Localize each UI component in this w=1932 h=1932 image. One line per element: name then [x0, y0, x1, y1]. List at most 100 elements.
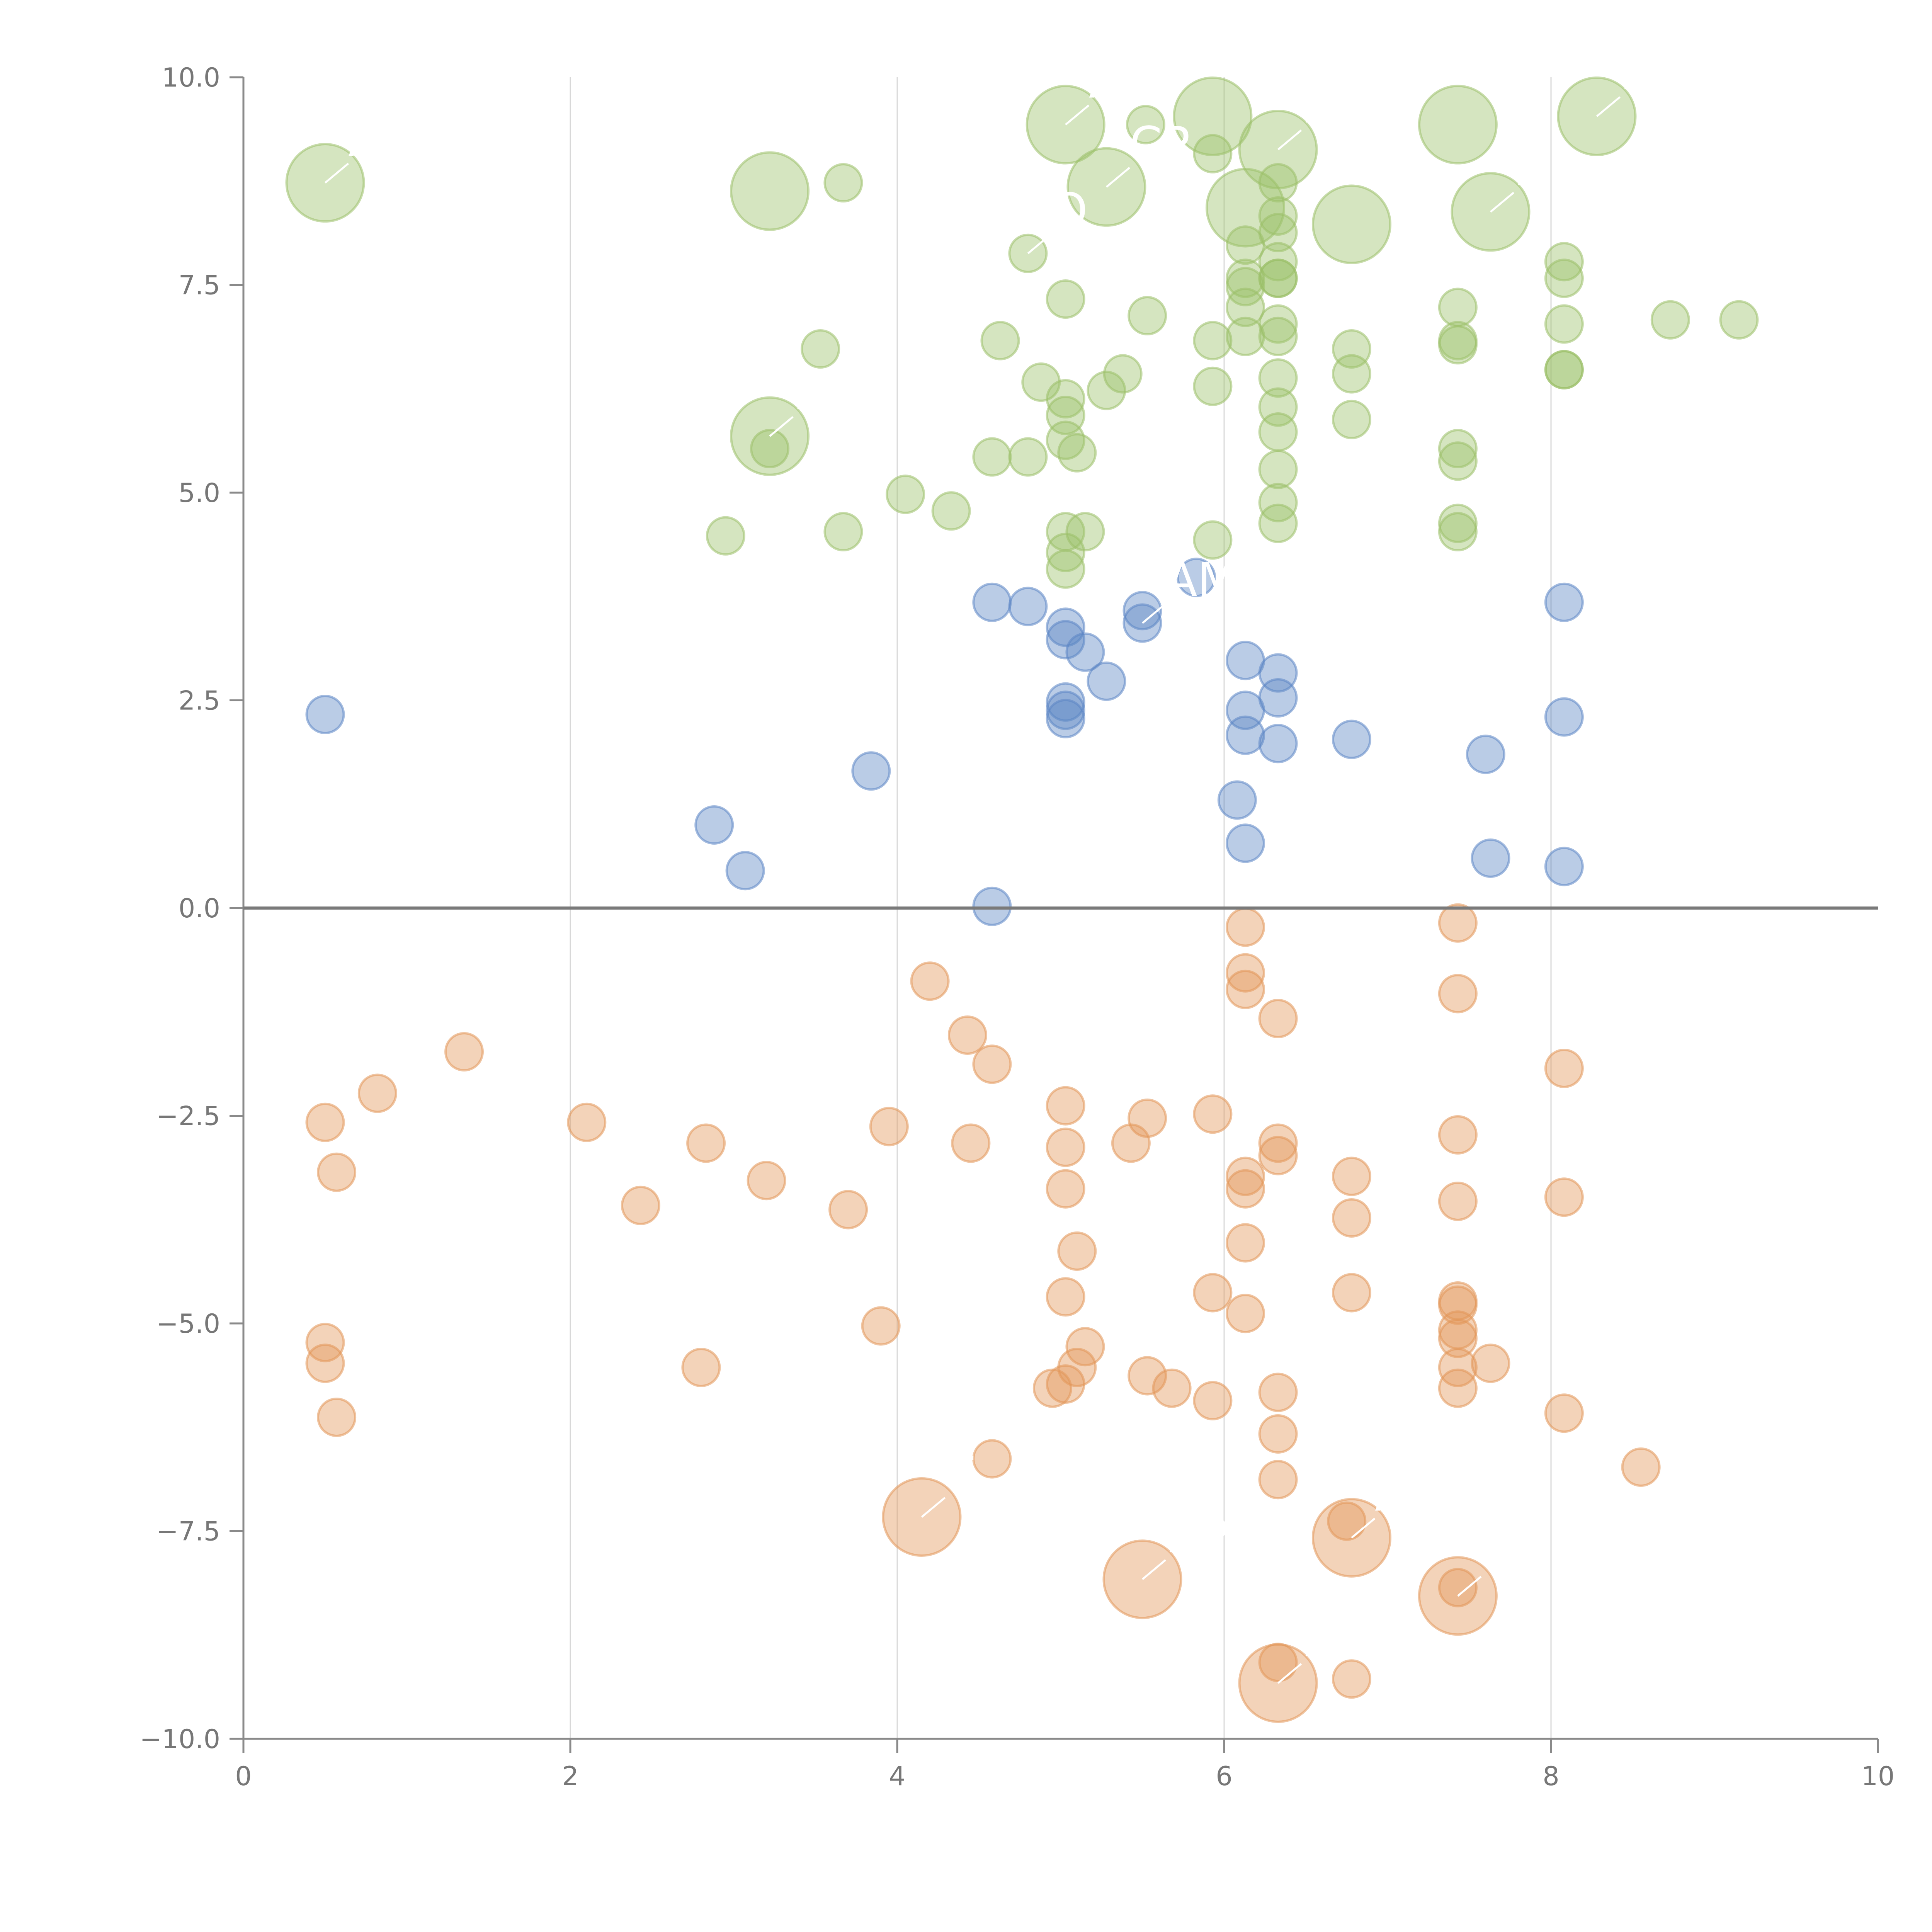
point-orange-54	[1332, 1156, 1371, 1196]
point-orange-10	[681, 1347, 721, 1387]
point-orange-41	[1225, 1156, 1265, 1196]
point-green-41	[1438, 325, 1478, 365]
y-tick-label-7: −7.5	[156, 1517, 220, 1547]
point-green-52	[1332, 354, 1371, 394]
point-green-12	[1311, 184, 1391, 264]
point-green-38	[1258, 316, 1298, 356]
point-blue-4	[972, 582, 1012, 622]
point-orange-9	[686, 1123, 726, 1163]
point-green-66	[886, 474, 925, 514]
series-orange	[305, 903, 1661, 1723]
point-green-37	[1225, 316, 1265, 356]
label-leader-12	[1457, 1576, 1482, 1597]
point-label-12: OE	[1481, 1526, 1547, 1580]
y-tick-label-4: 0.0	[179, 893, 220, 924]
point-orange-12	[828, 1190, 868, 1230]
point-green-75	[1438, 503, 1478, 543]
point-green-5	[1126, 105, 1165, 145]
point-label-4: IO	[1620, 47, 1670, 100]
y-tick-label-6: −5.0	[156, 1309, 220, 1339]
point-label-13: LT	[1301, 1614, 1349, 1667]
point-blue-21	[1225, 823, 1265, 863]
point-blue-17	[1217, 780, 1257, 820]
point-orange-73	[1544, 1177, 1584, 1217]
point-orange-62	[1438, 1181, 1478, 1221]
point-green-65	[823, 512, 863, 552]
point-green-32	[1650, 300, 1690, 340]
point-green-21	[1225, 259, 1265, 298]
point-blue-8	[1046, 620, 1085, 660]
x-tick-label-5: 10	[1861, 1761, 1895, 1792]
point-green-59	[1057, 433, 1097, 473]
point-orange-32	[1128, 1356, 1167, 1396]
point-orange-7	[567, 1102, 607, 1142]
point-green-17	[1258, 196, 1298, 236]
point-green-47	[1087, 371, 1126, 410]
point-green-49	[1193, 366, 1233, 406]
point-orange-2	[357, 1073, 397, 1113]
point-green-24	[1046, 279, 1085, 319]
point-orange-44	[1225, 1294, 1265, 1333]
point-orange-46	[1258, 1123, 1298, 1163]
point-orange-50	[1258, 1460, 1298, 1500]
point-green-64	[706, 516, 745, 556]
point-blue-28	[1544, 582, 1584, 622]
point-green-57	[1008, 437, 1048, 477]
point-orange-43	[1225, 1223, 1265, 1263]
point-orange-45	[1258, 998, 1298, 1038]
point-blue-24	[1258, 724, 1298, 764]
point-orange-60	[1438, 974, 1478, 1014]
point-green-6	[1173, 77, 1253, 156]
label-leader-7	[769, 416, 794, 437]
point-blue-1	[694, 805, 734, 845]
data-points	[285, 77, 1759, 1723]
point-orange-71	[1471, 1344, 1510, 1383]
y-tick-label-2: 5.0	[179, 478, 220, 509]
point-blue-11	[1046, 699, 1085, 738]
point-orange-72	[1544, 1048, 1584, 1088]
point-green-73	[1258, 483, 1298, 522]
point-green-43	[1544, 350, 1584, 389]
x-tick-label-0: 0	[235, 1761, 252, 1792]
point-orange-67	[1438, 1347, 1478, 1387]
point-orange-22	[1046, 1128, 1085, 1167]
point-green-70	[1046, 549, 1085, 589]
point-orange-18	[972, 1044, 1012, 1084]
point-blue-13	[1087, 662, 1126, 701]
point-blue-30	[1544, 847, 1584, 886]
label-leader-1	[1065, 104, 1090, 126]
point-orange-4	[305, 1323, 345, 1362]
point-green-22	[1225, 267, 1265, 306]
point-green-7	[1193, 134, 1233, 173]
point-green-31	[1544, 304, 1584, 344]
label-leader-2	[1105, 167, 1131, 188]
point-orange-53	[1327, 1501, 1367, 1541]
point-label-2: CP	[1129, 117, 1190, 171]
point-orange-1	[317, 1152, 357, 1192]
point-orange-70	[1438, 1568, 1478, 1607]
point-orange-3	[444, 1032, 484, 1071]
point-green-33	[1719, 300, 1759, 340]
point-orange-25	[1046, 1277, 1085, 1317]
point-blue-26	[1466, 735, 1505, 774]
x-tick-label-3: 6	[1216, 1761, 1232, 1792]
x-tick-label-2: 4	[889, 1761, 905, 1792]
point-orange-14	[861, 1306, 901, 1346]
point-green-16	[1258, 163, 1298, 203]
point-orange-17	[951, 1123, 991, 1163]
y-tick-label-8: −10.0	[140, 1724, 220, 1755]
point-blue-23	[1258, 678, 1298, 718]
point-blue-25	[1332, 719, 1371, 759]
point-green-74	[1258, 503, 1298, 543]
point-orange-11	[747, 1161, 786, 1201]
y-tick-label-5: −2.5	[156, 1101, 220, 1132]
point-orange-68	[1438, 1368, 1478, 1408]
point-orange-29	[1046, 1364, 1085, 1404]
point-green-61	[1258, 449, 1298, 489]
point-green-36	[1193, 321, 1233, 361]
label-leader-13	[1277, 1663, 1302, 1684]
point-green-58	[1046, 420, 1085, 460]
point-blue-29	[1544, 697, 1584, 737]
